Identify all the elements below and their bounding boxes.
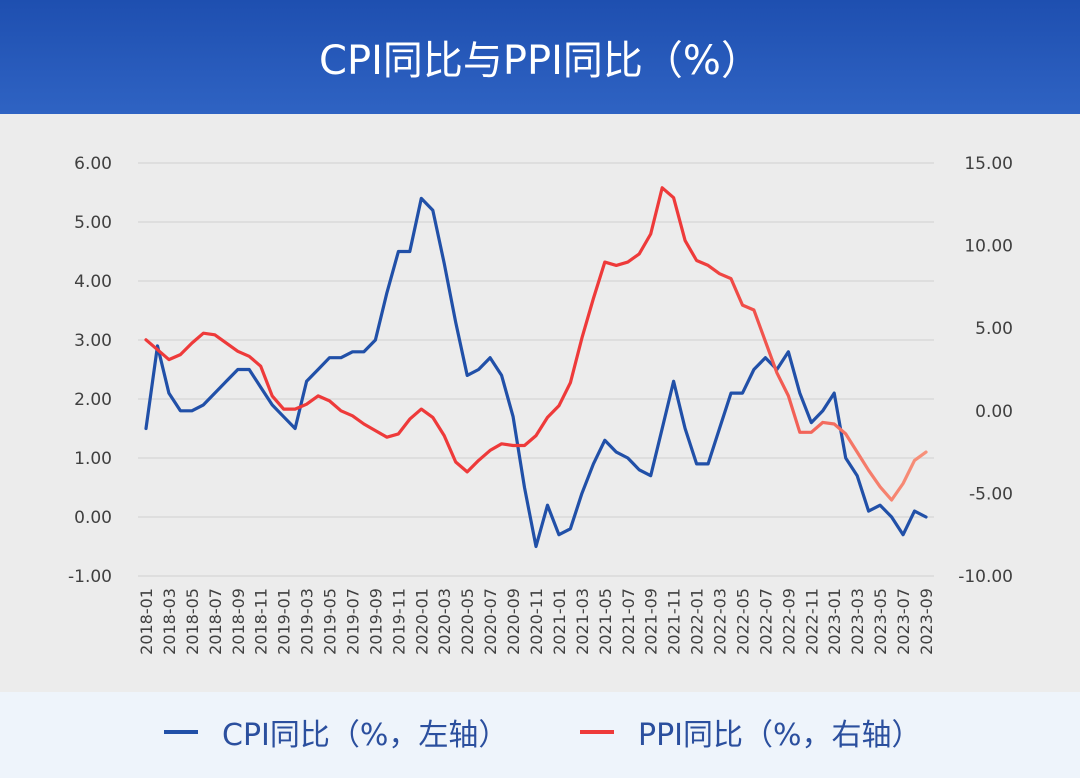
x-tick-label: 2018-07 [206,588,225,655]
x-tick-label: 2023-09 [917,588,936,655]
grid-lines [138,162,934,577]
x-tick-label: 2019-09 [366,588,385,655]
x-tick-label: 2020-07 [481,588,500,655]
legend-label-ppi: PPI同比（%，右轴） [638,718,922,753]
x-tick-label: 2018-09 [229,588,248,655]
x-tick-label: 2019-03 [298,588,317,655]
left-tick-label: 2.00 [74,390,112,410]
legend: CPI同比（%，左轴） PPI同比（%，右轴） [0,692,1080,778]
x-tick-label: 2022-01 [688,588,707,655]
series-layer [144,186,928,549]
legend-swatch-cpi [164,730,198,734]
x-tick-label: 2022-09 [779,588,798,655]
x-tick-label: 2018-01 [137,588,156,655]
x-tick-label: 2022-03 [711,588,730,655]
x-tick-label: 2022-05 [733,588,752,655]
x-tick-label: 2023-03 [848,588,867,655]
x-tick-label: 2021-01 [550,588,569,655]
legend-item-ppi: PPI同比（%，右轴） [580,712,922,753]
x-tick-label: 2018-11 [252,588,271,655]
x-tick-label: 2023-05 [871,588,890,655]
legend-swatch-ppi [580,730,614,734]
x-tick-label: 2020-01 [412,588,431,655]
x-tick-label: 2021-11 [665,588,684,655]
x-tick-label: 2022-07 [756,588,775,655]
left-axis: -1.00 0.00 1.00 2.00 3.00 4.00 5.00 6.00 [68,154,112,587]
chart-title: CPI同比与PPI同比（%） [319,38,761,84]
x-axis: 2018-01 2018-03 2018-05 2018-07 2018-09 2018-… [137,588,936,655]
left-tick-label: 6.00 [74,154,112,174]
x-tick-label: 2020-05 [458,588,477,655]
right-tick-label: -10.00 [958,567,1013,587]
x-tick-label: 2018-03 [160,588,179,655]
plot-area: -1.00 0.00 1.00 2.00 3.00 4.00 5.00 6.00 -10.00… [0,114,1080,692]
right-tick-label: 10.00 [964,237,1013,257]
x-tick-label: 2019-07 [343,588,362,655]
x-tick-label: 2019-01 [275,588,294,655]
legend-label-cpi: CPI同比（%，左轴） [222,718,509,753]
x-tick-label: 2020-11 [527,588,546,655]
x-tick-label: 2019-05 [321,588,340,655]
x-tick-label: 2020-09 [504,588,523,655]
x-tick-label: 2023-01 [825,588,844,655]
series-line-cpi [144,196,928,549]
x-tick-label: 2019-11 [389,588,408,655]
left-tick-label: 0.00 [74,508,112,528]
x-tick-label: 2023-07 [894,588,913,655]
x-tick-label: 2021-09 [642,588,661,655]
x-tick-label: 2021-05 [596,588,615,655]
x-tick-label: 2022-11 [802,588,821,655]
left-tick-label: 3.00 [74,331,112,351]
legend-item-cpi: CPI同比（%，左轴） [164,712,509,753]
series-line-ppi [144,186,928,502]
right-tick-label: -5.00 [969,484,1013,504]
chart-header: CPI同比与PPI同比（%） [0,0,1080,114]
left-tick-label: 5.00 [74,213,112,233]
right-tick-label: 5.00 [975,319,1013,339]
right-tick-label: 15.00 [964,154,1013,174]
x-tick-label: 2018-05 [183,588,202,655]
right-tick-label: 0.00 [975,402,1013,422]
x-tick-label: 2021-03 [573,588,592,655]
left-tick-label: -1.00 [68,567,112,587]
right-axis: -10.00 -5.00 0.00 5.00 10.00 15.00 [958,154,1013,587]
left-tick-label: 4.00 [74,272,112,292]
left-tick-label: 1.00 [74,449,112,469]
x-tick-label: 2021-07 [619,588,638,655]
x-tick-label: 2020-03 [435,588,454,655]
line-chart: -1.00 0.00 1.00 2.00 3.00 4.00 5.00 6.00 -10.00… [68,154,1013,655]
